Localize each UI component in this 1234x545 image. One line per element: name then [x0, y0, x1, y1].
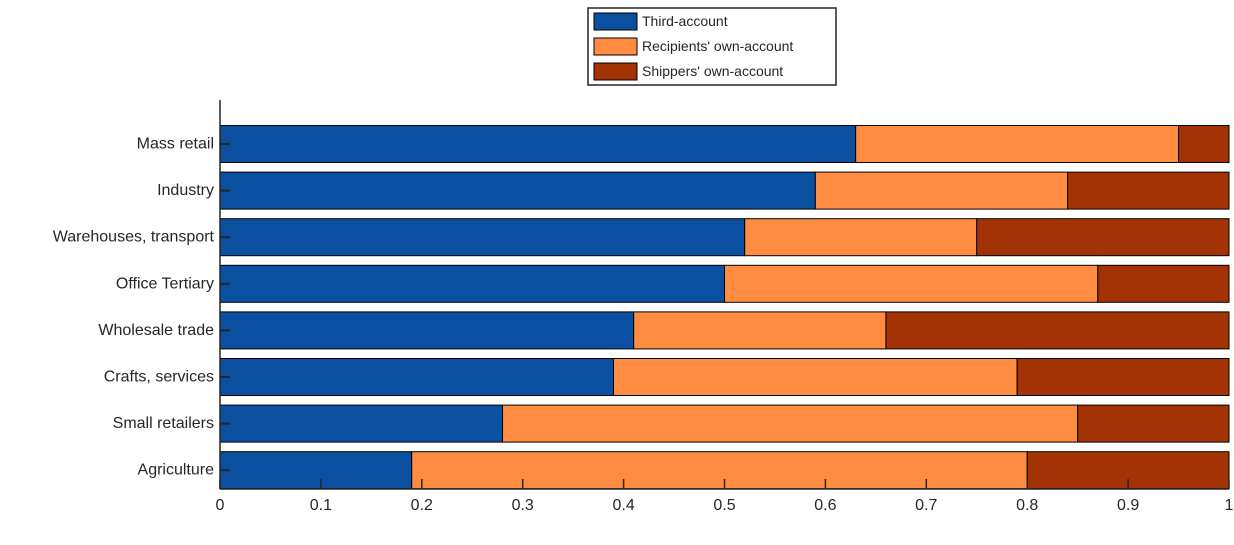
bar-segment: [219, 451, 413, 490]
legend-swatch: [593, 37, 638, 56]
x-tick-label: 0.6: [814, 497, 836, 514]
category-label: Office Tertiary: [116, 275, 214, 292]
bar-segment: [814, 171, 1069, 210]
bar-segment: [1077, 404, 1230, 443]
x-tick-label: 0.7: [915, 497, 937, 514]
category-label: Warehouses, transport: [53, 229, 215, 246]
bar-segment: [219, 171, 816, 210]
bar-segment: [219, 264, 725, 303]
bar-segment: [855, 125, 1180, 163]
bar-segment: [219, 311, 635, 350]
legend-label: Recipients' own-account: [642, 38, 793, 54]
category-label: Crafts, services: [104, 369, 214, 386]
bar-segment: [219, 125, 857, 163]
bar-segment: [633, 311, 887, 350]
x-tick-label: 1: [1225, 497, 1234, 514]
bar-segment: [219, 358, 615, 396]
bar-segment: [1097, 264, 1230, 303]
bar-segment: [613, 358, 1018, 396]
x-tick-label: 0.3: [512, 497, 534, 514]
category-label: Industry: [157, 182, 214, 199]
legend-label: Shippers' own-account: [642, 63, 783, 79]
bar-segment: [744, 218, 978, 257]
legend-swatch: [593, 62, 638, 81]
x-tick-label: 0.9: [1117, 497, 1139, 514]
bar-segment: [411, 451, 1028, 490]
legend-swatch: [593, 12, 638, 31]
category-label: Small retailers: [113, 415, 214, 432]
category-label: Wholesale trade: [98, 322, 214, 339]
x-tick-label: 0.8: [1016, 497, 1038, 514]
x-tick-label: 0.2: [411, 497, 433, 514]
legend: Third-account Recipients' own-account Ship…: [587, 7, 837, 86]
bar-segment: [976, 218, 1230, 257]
bar-segment: [1016, 358, 1230, 396]
bar-segment: [219, 404, 504, 443]
bar-segment: [885, 311, 1230, 350]
category-label: Agriculture: [138, 462, 215, 479]
bar-segment: [724, 264, 1099, 303]
x-tick-label: 0.4: [612, 497, 634, 514]
axes-group: Mass retail Industry Warehouses, transport…: [53, 100, 1234, 514]
bar-segment: [1067, 171, 1230, 210]
category-label: Mass retail: [137, 136, 214, 153]
bar-segment: [1178, 125, 1230, 163]
x-tick-label: 0.1: [310, 497, 332, 514]
bars-group: [219, 125, 1230, 490]
bar-segment: [219, 218, 746, 257]
x-tick-label: 0: [216, 497, 225, 514]
legend-label: Third-account: [642, 13, 728, 29]
bar-segment: [502, 404, 1079, 443]
x-tick-label: 0.5: [713, 497, 735, 514]
